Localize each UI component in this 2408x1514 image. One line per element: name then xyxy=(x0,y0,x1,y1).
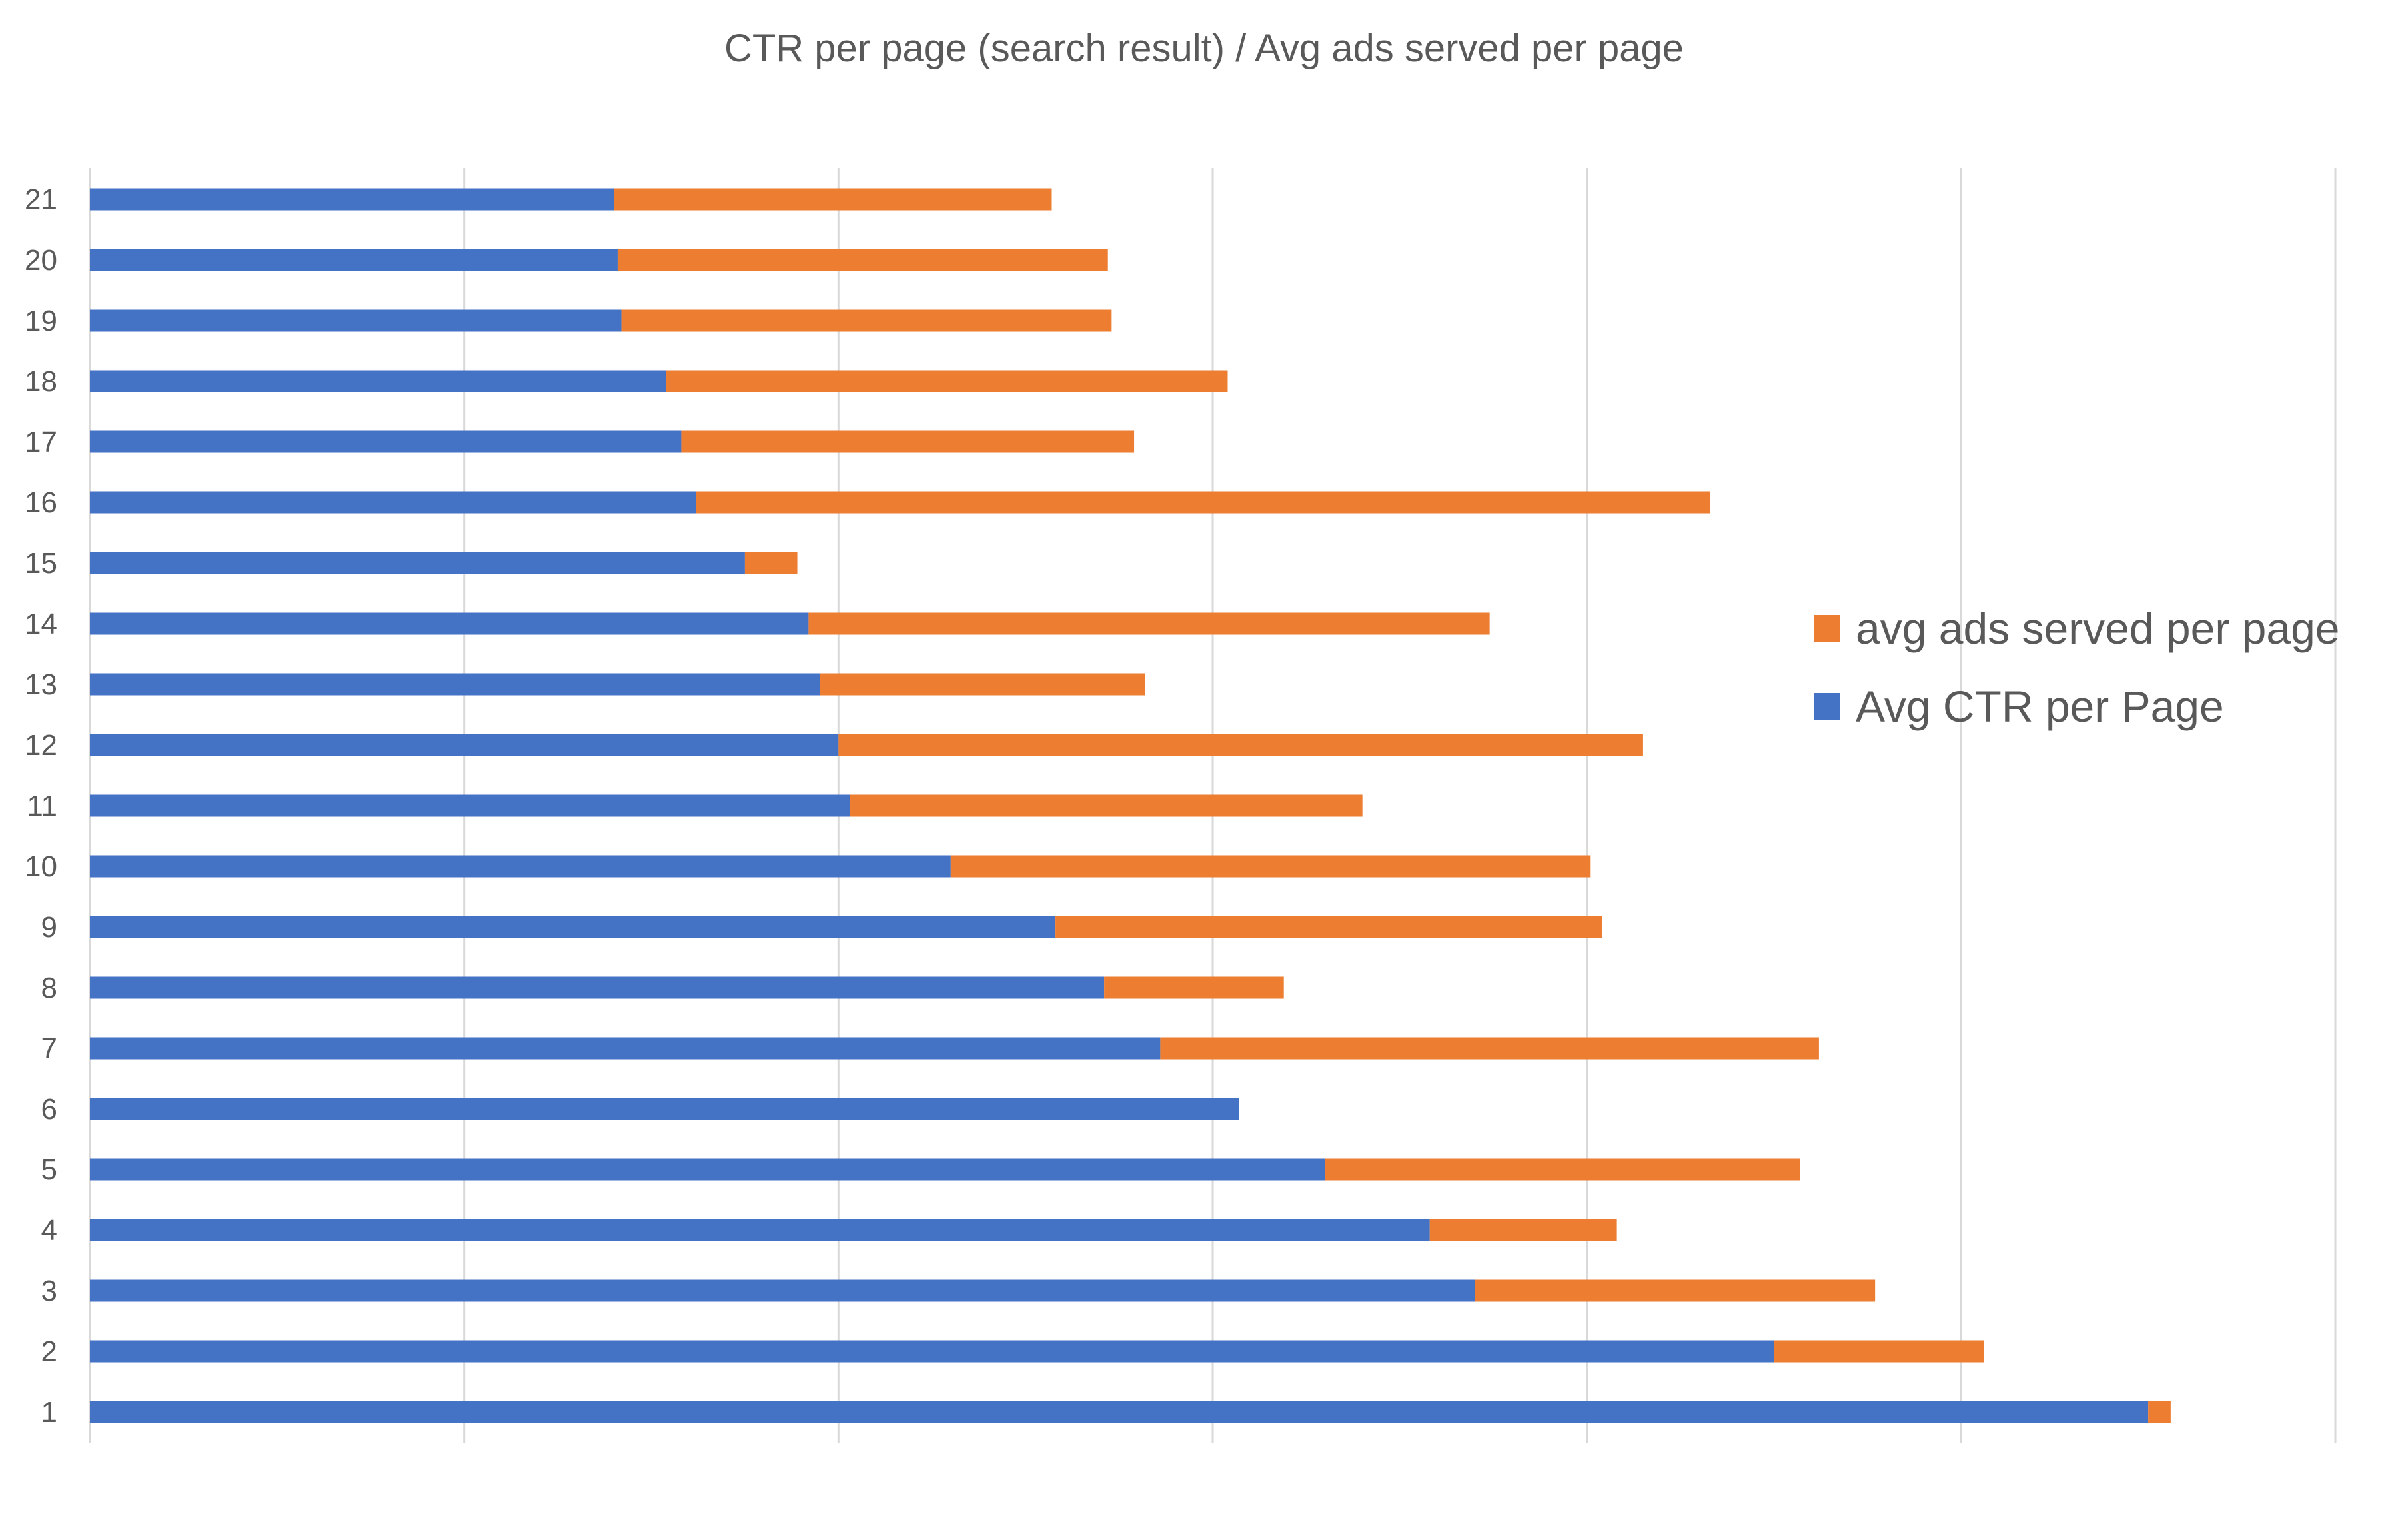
chart-title: CTR per page (search result) / Avg ads s… xyxy=(724,27,1684,70)
bar-avg-ctr-1 xyxy=(90,1401,2149,1423)
legend-swatch-avg-ads xyxy=(1814,615,1840,642)
bar-avg-ads-12 xyxy=(838,734,1643,756)
bar-avg-ctr-18 xyxy=(90,370,666,392)
bar-avg-ads-9 xyxy=(1055,916,1602,938)
y-tick-label: 16 xyxy=(25,486,57,519)
bar-avg-ctr-10 xyxy=(90,855,951,878)
y-tick-label: 6 xyxy=(41,1093,57,1126)
bar-avg-ads-17 xyxy=(681,430,1135,453)
y-tick-label: 5 xyxy=(41,1153,57,1186)
y-tick-label: 18 xyxy=(25,365,57,398)
bar-avg-ctr-15 xyxy=(90,552,745,574)
y-tick-label: 19 xyxy=(25,305,57,337)
bar-avg-ctr-5 xyxy=(90,1158,1325,1181)
legend-label: avg ads served per page xyxy=(1856,604,2339,653)
bars xyxy=(90,188,2171,1423)
legend-swatch-avg-ctr xyxy=(1814,693,1840,720)
bar-avg-ads-10 xyxy=(950,855,1591,878)
y-tick-label: 1 xyxy=(41,1396,57,1429)
bar-avg-ads-18 xyxy=(666,370,1228,392)
bar-avg-ads-8 xyxy=(1104,976,1284,999)
bar-avg-ads-2 xyxy=(1774,1340,1984,1363)
y-tick-label: 3 xyxy=(41,1275,57,1307)
y-tick-label: 2 xyxy=(41,1335,57,1368)
bar-avg-ctr-12 xyxy=(90,734,839,756)
bar-avg-ads-15 xyxy=(744,552,798,574)
bar-avg-ads-20 xyxy=(617,249,1108,271)
bar-avg-ctr-14 xyxy=(90,612,809,635)
bar-avg-ctr-4 xyxy=(90,1219,1430,1241)
bar-avg-ctr-2 xyxy=(90,1340,1774,1363)
bar-avg-ctr-7 xyxy=(90,1037,1161,1060)
y-tick-label: 11 xyxy=(27,790,57,822)
bar-avg-ads-1 xyxy=(2148,1401,2171,1423)
bar-avg-ctr-13 xyxy=(90,673,820,696)
y-tick-label: 17 xyxy=(25,426,57,458)
bar-avg-ctr-8 xyxy=(90,976,1105,999)
bar-avg-ctr-16 xyxy=(90,491,696,514)
bar-avg-ctr-6 xyxy=(90,1098,1239,1120)
bar-avg-ctr-19 xyxy=(90,309,622,332)
bar-avg-ads-3 xyxy=(1475,1279,1876,1302)
bar-avg-ads-5 xyxy=(1325,1158,1800,1181)
y-tick-label: 7 xyxy=(41,1032,57,1065)
legend: avg ads served per page Avg CTR per Page xyxy=(1814,604,2339,731)
y-tick-label: 21 xyxy=(25,183,57,216)
bar-avg-ads-14 xyxy=(808,612,1490,635)
bar-avg-ctr-11 xyxy=(90,794,850,817)
bar-avg-ctr-3 xyxy=(90,1279,1475,1302)
y-tick-label: 12 xyxy=(25,729,57,762)
y-tick-label: 8 xyxy=(41,972,57,1004)
y-tick-label: 4 xyxy=(41,1214,57,1247)
legend-label: Avg CTR per Page xyxy=(1856,682,2224,731)
bar-avg-ads-4 xyxy=(1429,1219,1617,1241)
y-tick-label: 13 xyxy=(25,668,57,701)
bar-avg-ctr-21 xyxy=(90,188,614,211)
bar-avg-ctr-17 xyxy=(90,430,682,453)
bar-avg-ads-13 xyxy=(820,673,1145,696)
bar-avg-ads-19 xyxy=(621,309,1112,332)
y-tick-label: 15 xyxy=(25,547,57,580)
bar-avg-ads-11 xyxy=(850,794,1363,817)
bar-avg-ads-7 xyxy=(1160,1037,1819,1060)
bar-avg-ctr-20 xyxy=(90,249,618,271)
y-tick-label: 10 xyxy=(25,850,57,883)
bar-avg-ctr-9 xyxy=(90,916,1056,938)
y-tick-label: 9 xyxy=(41,911,57,944)
y-tick-label: 14 xyxy=(25,608,57,640)
bar-avg-ads-21 xyxy=(614,188,1052,211)
y-tick-label: 20 xyxy=(25,244,57,277)
bar-avg-ads-16 xyxy=(696,491,1711,514)
